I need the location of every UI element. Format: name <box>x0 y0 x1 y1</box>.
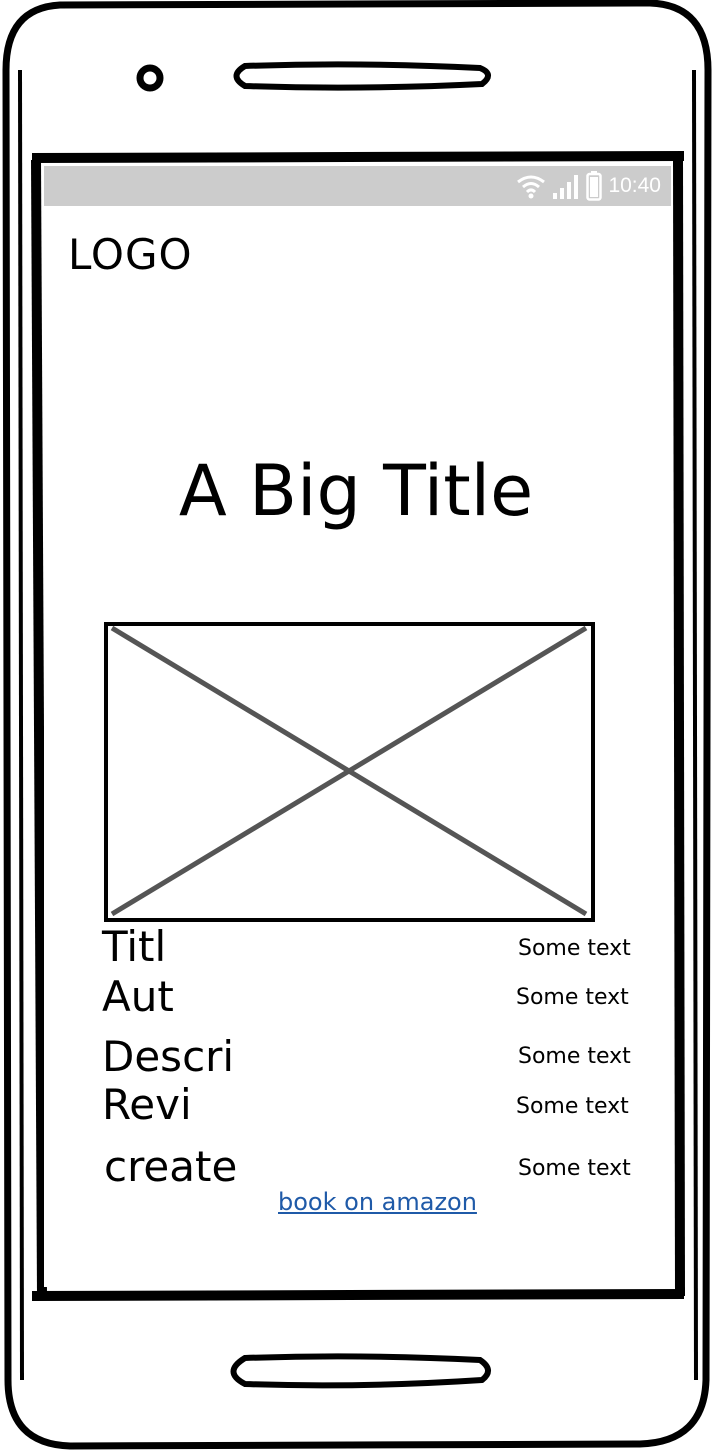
field-value-description: Some text <box>518 1044 631 1069</box>
logo: LOGO <box>68 230 193 279</box>
field-value-title: Some text <box>518 936 631 961</box>
field-label-author: Aut <box>102 972 174 1021</box>
field-label-review: Revi <box>102 1080 192 1129</box>
field-value-created: Some text <box>518 1156 631 1181</box>
signal-icon <box>553 175 579 199</box>
amazon-link[interactable]: book on amazon <box>278 1188 477 1216</box>
status-bar: 10:40 <box>44 166 671 206</box>
field-value-review: Some text <box>516 1094 629 1119</box>
wifi-icon <box>517 175 546 199</box>
field-label-title: Titl <box>102 922 167 971</box>
camera-icon <box>136 64 164 92</box>
page-title: A Big Title <box>178 450 534 532</box>
field-label-created: create <box>104 1142 238 1191</box>
status-icons: 10:40 <box>516 166 661 206</box>
field-value-author: Some text <box>516 985 629 1010</box>
field-label-description: Descri <box>102 1032 235 1081</box>
speaker-grille <box>233 61 491 91</box>
status-time: 10:40 <box>608 174 661 197</box>
phone-screen: 10:40 LOGO A Big Title Titl Some text Au… <box>44 166 671 1287</box>
image-placeholder-icon <box>104 622 595 922</box>
home-button <box>230 1353 491 1389</box>
battery-icon <box>586 171 603 201</box>
